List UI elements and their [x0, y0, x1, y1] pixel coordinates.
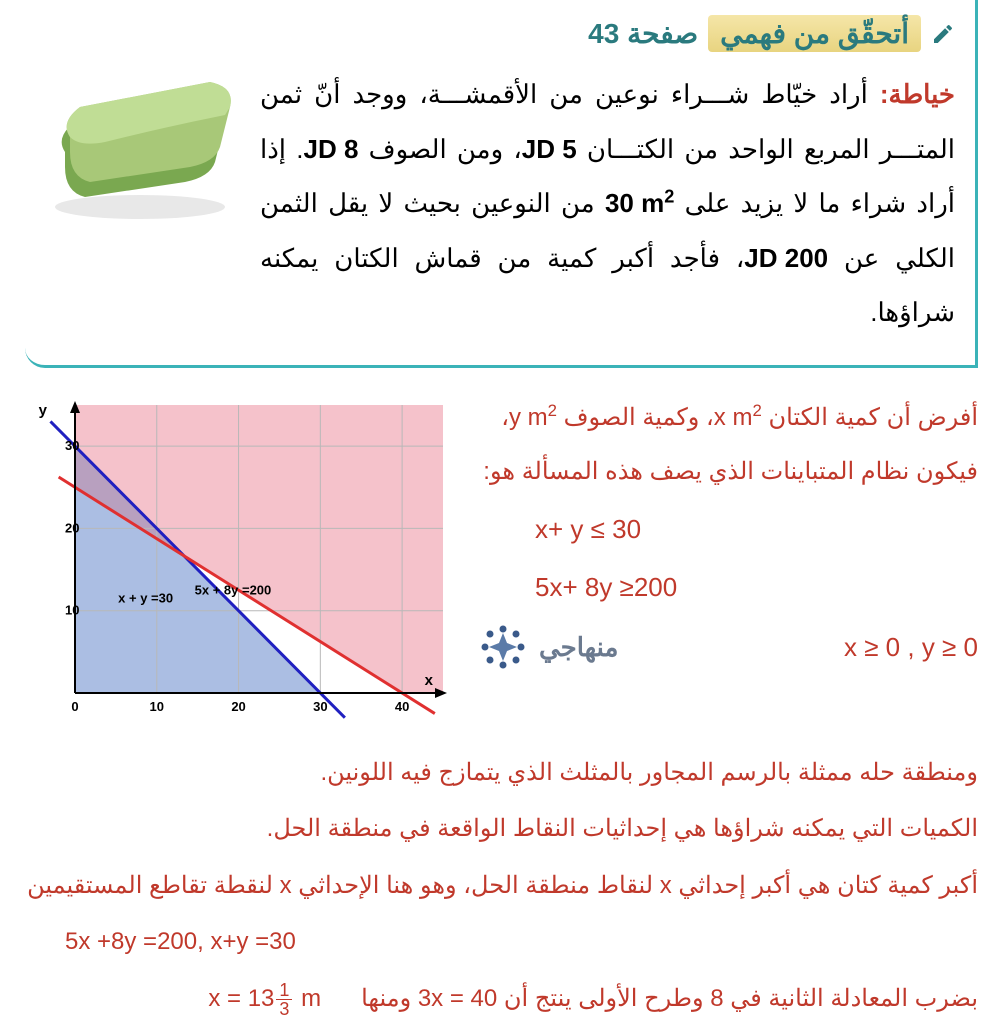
- exp4: 5x +8y =200, x+y =30: [25, 917, 978, 967]
- svg-text:10: 10: [150, 699, 164, 714]
- exp3: أكبر كمية كتان هي أكبر إحداثي x لنقاط من…: [25, 861, 978, 911]
- solution-column: أفرض أن كمية الكتان x m2، وكمية الصوف y …: [475, 393, 978, 675]
- title-row: أتحقّق من فهمي صفحة 43: [45, 15, 955, 52]
- problem-text: خياطة: أراد خيّاط شـــراء نوعين من الأقم…: [260, 67, 955, 340]
- eq2: 5x+ 8y ≥200: [475, 560, 978, 615]
- svg-text:10: 10: [65, 603, 79, 618]
- pd1: .: [296, 134, 303, 164]
- page-title: صفحة 43: [588, 17, 698, 50]
- price2: JD 8: [303, 122, 358, 177]
- content-row: أفرض أن كمية الكتان x m2، وكمية الصوف y …: [0, 393, 1003, 733]
- eq1: x+ y ≤ 30: [475, 502, 978, 557]
- svg-text:20: 20: [65, 520, 79, 535]
- intro2: فيكون نظام المتباينات الذي يصف هذه المسأ…: [475, 447, 978, 497]
- problem-body: خياطة: أراد خيّاط شـــراء نوعين من الأقم…: [45, 67, 955, 340]
- total: JD 200: [744, 231, 828, 286]
- svg-text:40: 40: [395, 699, 409, 714]
- svg-text:30: 30: [65, 438, 79, 453]
- svg-text:20: 20: [231, 699, 245, 714]
- price1: JD 5: [522, 122, 577, 177]
- problem-box: أتحقّق من فهمي صفحة 43 خياطة: أراد خيّاط…: [25, 0, 978, 368]
- check-title: أتحقّق من فهمي: [708, 15, 921, 52]
- area: 30 m2: [605, 176, 674, 231]
- svg-text:0: 0: [71, 699, 78, 714]
- logo-text: منهاجي: [539, 620, 618, 675]
- logo-icon: [475, 619, 531, 675]
- eq3: x ≥ 0 , y ≥ 0: [844, 620, 978, 675]
- fabric-image: [45, 67, 245, 222]
- exp1: ومنطقة حله ممثلة بالرسم المجاور بالمثلث …: [25, 748, 978, 798]
- problem-label: خياطة:: [880, 79, 955, 109]
- result: x = 1313 m: [208, 974, 321, 1024]
- explanation: ومنطقة حله ممثلة بالرسم المجاور بالمثلث …: [0, 733, 1003, 1024]
- chart-svg: 0 10 20 30 40 10 20 30 x y x + y =30 5x + 8y =200: [25, 393, 455, 723]
- svg-text:x + y =30: x + y =30: [118, 590, 173, 605]
- logo: منهاجي: [475, 619, 618, 675]
- svg-text:x: x: [425, 672, 434, 689]
- svg-text:y: y: [39, 402, 48, 419]
- chart: 0 10 20 30 40 10 20 30 x y x + y =30 5x + 8y =200: [25, 393, 455, 733]
- svg-text:5x + 8y =200: 5x + 8y =200: [195, 582, 272, 597]
- intro-line: أفرض أن كمية الكتان x m2، وكمية الصوف y …: [475, 393, 978, 443]
- exp5: بضرب المعادلة الثانية في 8 وطرح الأولى ي…: [25, 974, 978, 1024]
- exp2: الكميات التي يمكنه شراؤها هي إحداثيات ال…: [25, 804, 978, 854]
- pencil-icon: [931, 22, 955, 46]
- svg-text:30: 30: [313, 699, 327, 714]
- logo-row: x ≥ 0 , y ≥ 0 منهاجي: [475, 619, 978, 675]
- m1: ، ومن الصوف: [358, 134, 521, 164]
